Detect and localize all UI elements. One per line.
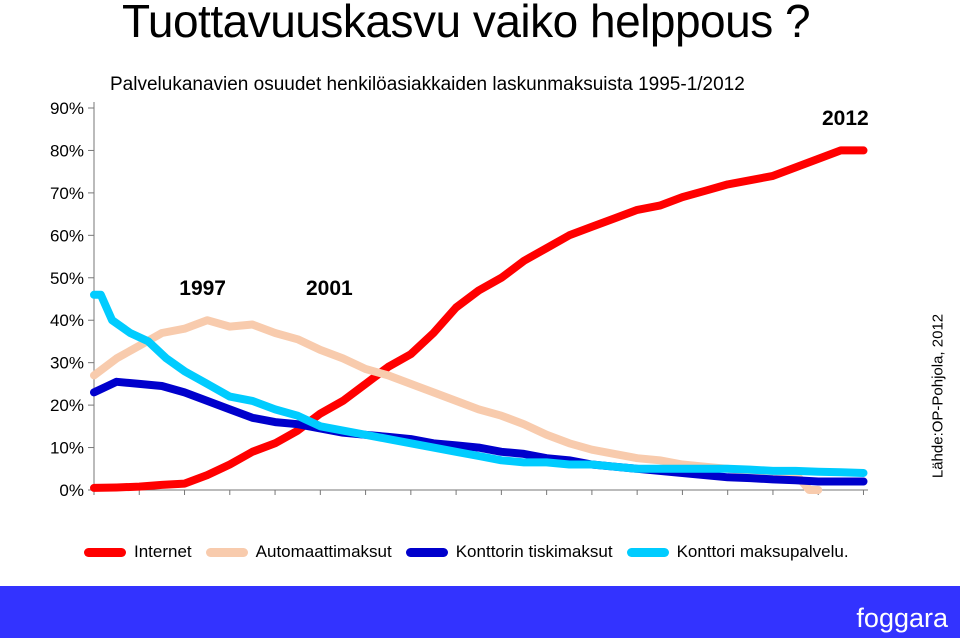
legend-item-internet: Internet (84, 542, 192, 562)
annotation-1997: 1997 (179, 277, 226, 300)
legend-label: Internet (134, 542, 192, 561)
y-tick-label: 40% (50, 311, 84, 330)
series-line-konttorin-tiskimaksut (90, 377, 868, 486)
annotation-2001: 2001 (306, 277, 353, 300)
y-tick-label: 60% (50, 226, 84, 245)
y-tick-label: 50% (50, 269, 84, 288)
page-title: Tuottavuuskasvu vaiko helppous ? (122, 0, 811, 47)
legend-label: Konttorin tiskimaksut (455, 542, 613, 561)
annotation-2012: 2012 (822, 107, 869, 130)
footer-bar: foggara (0, 586, 960, 638)
legend-item-konttori-maksupalvelu: Konttori maksupalvelu. (626, 542, 849, 562)
y-tick-label: 30% (50, 354, 84, 373)
legend-item-automaattimaksut: Automaattimaksut (205, 542, 392, 562)
y-tick-label: 90% (50, 99, 84, 118)
chart-title: Palvelukanavien osuudet henkilöasiakkaid… (110, 74, 745, 95)
y-tick-label: 80% (50, 141, 84, 160)
series-line-internet (90, 146, 868, 492)
source-note: Lähde:OP-Pohjola, 2012 (929, 313, 947, 479)
legend-label: Automaattimaksut (255, 542, 392, 561)
y-tick-label: 0% (59, 481, 84, 500)
chart-legend: Internet Automaattimaksut Konttorin tisk… (84, 542, 863, 562)
legend-label: Konttori maksupalvelu. (676, 542, 849, 561)
y-tick-label: 10% (50, 439, 84, 458)
y-tick-label: 70% (50, 184, 84, 203)
legend-item-konttorin-tiskimaksut: Konttorin tiskimaksut (405, 542, 613, 562)
y-tick-label: 20% (50, 396, 84, 415)
legend-swatch (405, 547, 448, 557)
legend-swatch (626, 547, 669, 557)
series-line-konttori-maksupalvelu (90, 290, 868, 477)
series-line-automaattimaksut (90, 316, 823, 494)
legend-swatch (84, 547, 126, 557)
brand-logo-text: foggara (856, 603, 948, 633)
legend-swatch (205, 547, 248, 557)
line-chart: 0% 10% 20% 30% 40% 50% 60% 70% 80% 90% 1997 2001 201… (50, 99, 869, 500)
